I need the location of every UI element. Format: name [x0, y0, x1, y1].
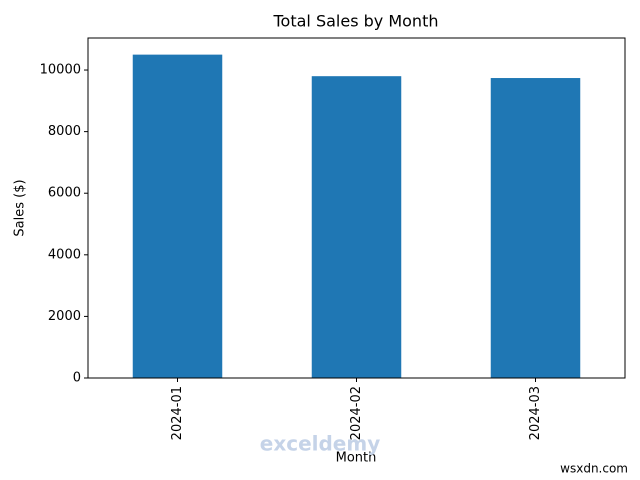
x-tick-label: 2024-03 — [528, 386, 543, 440]
y-tick-label: 0 — [73, 371, 81, 386]
y-tick-label: 10000 — [40, 63, 81, 78]
chart-title: Total Sales by Month — [273, 12, 439, 31]
y-axis-label: Sales ($) — [13, 179, 28, 236]
y-tick-label: 4000 — [48, 247, 81, 262]
x-tick-label: 2024-02 — [349, 386, 364, 440]
x-tick-label: 2024-01 — [170, 386, 185, 440]
watermark: exceldemy — [260, 432, 381, 456]
y-tick-label: 8000 — [48, 124, 81, 139]
watermark: wsxdn.com — [560, 462, 628, 476]
x-axis-label: Month — [336, 451, 377, 466]
plot-frame — [87, 37, 626, 379]
bar — [311, 76, 402, 378]
bar — [490, 78, 581, 379]
bar — [132, 54, 223, 379]
y-tick-label: 6000 — [48, 186, 81, 201]
y-tick-label: 2000 — [48, 309, 81, 324]
